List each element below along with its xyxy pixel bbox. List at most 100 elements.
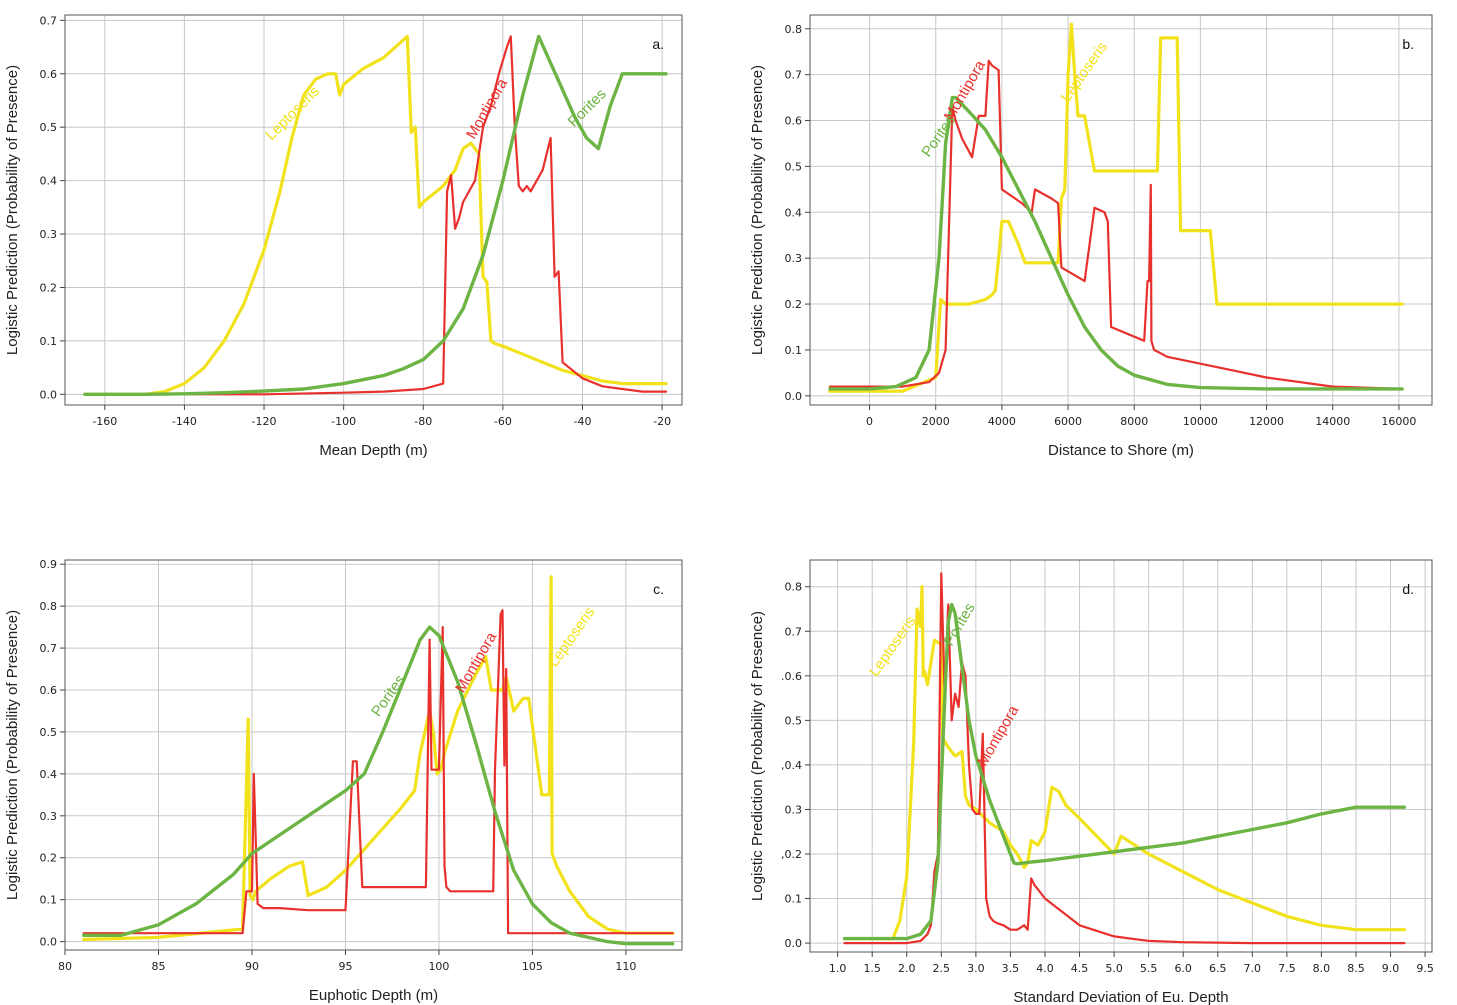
y-tick-label: 0.5	[785, 714, 803, 727]
y-tick-label: 0.3	[785, 803, 803, 816]
y-tick-label: 0.1	[40, 335, 58, 348]
series-line-porites	[842, 602, 1407, 941]
y-tick-label: 0.2	[40, 281, 58, 294]
x-tick-label: 6.5	[1209, 962, 1227, 975]
panel-label: d.	[1402, 581, 1414, 597]
y-tick-label: 0.2	[40, 852, 58, 865]
y-tick-label: 0.4	[785, 206, 803, 219]
series-label-montipora: Montipora	[974, 702, 1022, 769]
series-line-porites	[83, 34, 668, 396]
series-label-leptoseris: Leptoseris	[1057, 39, 1111, 105]
x-tick-label: 14000	[1315, 415, 1350, 428]
y-tick-label: 0.0	[785, 937, 803, 950]
y-tick-label: .0.6	[781, 670, 802, 683]
plot-frame	[64, 14, 683, 406]
series-label-montipora: Montipora	[941, 57, 989, 124]
x-axis-label: Standard Deviation of Eu. Depth	[1013, 989, 1228, 1005]
chart-panel-b: 0 2000 4000 6000 8000 10000 12000 14000 16000 0.0…	[749, 14, 1433, 459]
x-tick-label: -40	[573, 415, 591, 428]
y-tick-label: 0.8	[785, 23, 803, 36]
plot-frame	[809, 14, 1433, 406]
panel-label: b.	[1402, 36, 1414, 52]
y-tick-label: ,0.4	[781, 759, 802, 772]
x-tick-label: 4000	[988, 415, 1016, 428]
x-tick-label: 95	[338, 960, 352, 973]
x-tick-label: 3.5	[1002, 962, 1020, 975]
series-line-montipora	[828, 59, 1404, 390]
y-tick-label: ,0.2	[781, 848, 802, 861]
x-axis-label: Euphotic Depth (m)	[309, 987, 438, 1004]
x-tick-label: 16000	[1381, 415, 1416, 428]
chart-panel-a: -160 -140 -120 -100 -80 -60 -40 -20 0.0 0.1 0.2 0.3…	[4, 14, 683, 459]
y-tick-label: 0.7	[785, 625, 803, 638]
x-tick-label: 2.0	[898, 962, 916, 975]
x-tick-label: 85	[151, 960, 165, 973]
x-axis-label: Mean Depth (m)	[319, 442, 427, 459]
x-tick-label: 4.5	[1071, 962, 1089, 975]
x-tick-label: 5.0	[1105, 962, 1123, 975]
y-tick-label: 0.0	[40, 388, 58, 401]
x-tick-label: -20	[653, 415, 671, 428]
x-tick-label: 6000	[1054, 415, 1082, 428]
series-line-montipora	[83, 35, 668, 396]
x-tick-label: 7.5	[1278, 962, 1296, 975]
x-tick-label: 6.0	[1174, 962, 1192, 975]
y-tick-label: 0.0	[40, 936, 58, 949]
chart-panel-c: 80 85 90 95 100 105 110 0.0 0.1 0.2 0.3 0.4 0.5 0.6 0.…	[4, 558, 683, 1004]
series-line-leptoseris	[842, 585, 1407, 941]
x-tick-label: 12000	[1249, 415, 1284, 428]
series-line-montipora	[843, 572, 1406, 945]
x-tick-label: 2000	[922, 415, 950, 428]
plot-frame	[64, 559, 683, 951]
x-tick-label: -160	[92, 415, 117, 428]
y-tick-label: 0.1	[40, 894, 58, 907]
x-tick-label: 5.5	[1140, 962, 1158, 975]
y-tick-label: 0.6	[40, 684, 58, 697]
y-tick-label: 0.8	[40, 600, 58, 613]
x-tick-label: -140	[172, 415, 197, 428]
x-axis-label: Distance to Shore (m)	[1048, 442, 1194, 459]
series-line-leptoseris	[83, 34, 668, 396]
x-tick-label: -60	[494, 415, 512, 428]
x-tick-label: 8000	[1120, 415, 1148, 428]
y-tick-label: 0.3	[40, 228, 58, 241]
x-tick-label: 80	[58, 960, 72, 973]
y-tick-label: 0.1	[785, 344, 803, 357]
series-line-porites	[81, 625, 675, 946]
x-tick-label: 105	[522, 960, 543, 973]
panel-label: c.	[653, 581, 664, 597]
y-tick-label: 0.8	[785, 581, 803, 594]
x-tick-label: -100	[331, 415, 356, 428]
y-tick-label: 0.9	[40, 558, 58, 571]
x-tick-label: 10000	[1183, 415, 1218, 428]
y-tick-label: 0.5	[40, 121, 58, 134]
y-axis-label: Logistic Prediction (Probability of Pres…	[4, 65, 21, 355]
y-tick-label: 0.3	[785, 252, 803, 265]
y-tick-label: 0.1	[785, 893, 803, 906]
x-tick-label: 8.5	[1347, 962, 1365, 975]
x-tick-label: 2.5	[933, 962, 951, 975]
x-tick-label: 9.5	[1416, 962, 1434, 975]
y-tick-label: 0.0	[785, 390, 803, 403]
panel-label: a.	[652, 36, 664, 52]
x-tick-label: 0	[866, 415, 873, 428]
y-axis-label: Logistic Prediction (Probability of Pres…	[4, 610, 21, 900]
series-line-leptoseris	[82, 575, 675, 942]
series-label-porites: Porites	[918, 112, 959, 160]
x-tick-label: 1.0	[829, 962, 847, 975]
x-tick-label: 90	[245, 960, 259, 973]
x-tick-label: 100	[428, 960, 449, 973]
y-axis-label: Logistic Prediction (Probability of Pres…	[749, 611, 766, 901]
y-tick-label: 0.7	[785, 69, 803, 82]
x-tick-label: 7.0	[1244, 962, 1262, 975]
y-tick-label: 0.6	[785, 115, 803, 128]
series-line-porites	[828, 95, 1404, 391]
y-tick-label: 0.6	[40, 68, 58, 81]
y-tick-label: 0.7	[40, 14, 58, 27]
x-tick-label: 8.0	[1313, 962, 1331, 975]
y-tick-label: 0.7	[40, 642, 58, 655]
y-tick-label: 0.4	[40, 768, 58, 781]
y-tick-label: 0.5	[785, 160, 803, 173]
series-label-montipora: Montipora	[463, 75, 511, 142]
